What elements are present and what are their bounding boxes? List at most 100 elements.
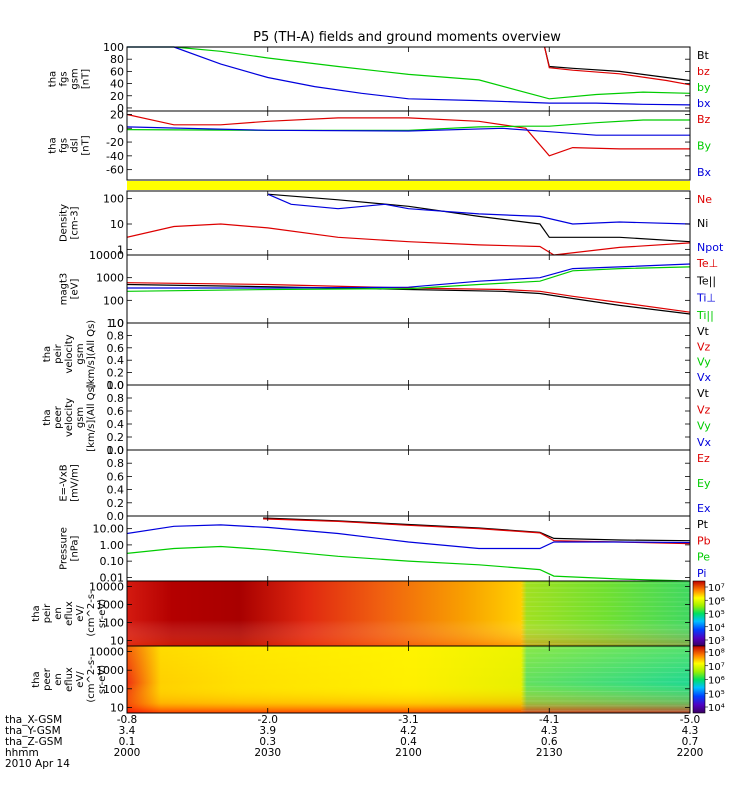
legend-vx: Vx [697, 436, 712, 449]
y-axis-label: eV/ [75, 605, 86, 622]
y-axis-label: (cm^2-s- [86, 656, 97, 703]
y-tick-label: 10000 [89, 580, 124, 593]
y-axis-label: fgs [59, 138, 70, 153]
y-tick-label: 1.00 [100, 539, 125, 552]
colorbar-tick-label: 10⁷ [708, 583, 725, 594]
y-tick-label: 0.6 [107, 342, 125, 355]
y-axis-label: peir [42, 603, 53, 623]
y-axis-label: gsm [75, 407, 86, 428]
legend-vt: Vt [697, 325, 710, 338]
y-axis-label: Pressure [59, 527, 70, 570]
ephemeris-value: 4.3 [682, 725, 699, 737]
y-tick-label: 10 [110, 635, 124, 648]
y-axis-label: [nPa] [70, 535, 81, 561]
y-axis-label: fgs [59, 71, 70, 86]
y-tick-label: 10000 [89, 249, 124, 262]
ephemeris-value: -3.1 [398, 714, 419, 726]
y-tick-label: 0.01 [100, 571, 125, 584]
legend-ne: Ne [697, 193, 712, 206]
legend-ti: Ti|| [696, 309, 714, 322]
legend-ex: Ex [697, 502, 711, 515]
y-tick-label: 1000 [96, 598, 124, 611]
colorbar [692, 580, 706, 647]
y-axis-label: dsl [70, 138, 81, 152]
ephemeris-value: 4.2 [400, 725, 417, 737]
y-tick-label: 0.2 [107, 497, 125, 510]
y-tick-label: 100 [103, 617, 124, 630]
ephemeris-value: 3.4 [119, 725, 136, 737]
y-axis-label: [mV/m] [70, 464, 81, 502]
spectrogram-shading [127, 646, 690, 713]
y-axis-label: peir [53, 343, 64, 363]
y-axis-label: sr-eV) [97, 665, 108, 694]
ephemeris-value: 0.7 [682, 736, 699, 748]
panel-temperature: 10000 1000 100 10 magt3 [eV] Te⊥ Te|| Ti⊥ Ti|| [59, 249, 719, 330]
ephemeris-value: 2000 [114, 747, 141, 759]
y-tick-label: 100 [103, 41, 124, 54]
y-tick-label: 60 [110, 65, 124, 78]
legend-vz: Vz [697, 403, 711, 416]
ephemeris-value: 2100 [395, 747, 422, 759]
panel-pressure: 10.00 1.00 0.10 0.01 Pressure [nPa] Pt Pb Pe Pi [59, 515, 711, 584]
y-axis-label: eflux [64, 601, 75, 626]
y-axis-label: [km/s](All Qs) [86, 383, 97, 451]
y-axis-label: tha [42, 346, 53, 362]
y-tick-label: 0.4 [107, 354, 125, 367]
y-tick-label: 0.0 [107, 444, 125, 457]
legend-ni: Ni [697, 217, 708, 230]
series-line-ne [126, 223, 691, 256]
legend-te: Te|| [696, 274, 716, 287]
y-tick-label: -40 [106, 150, 124, 163]
legend-bt: Bt [697, 49, 710, 62]
ephemeris-value: -5.0 [680, 714, 701, 726]
series-line-bz [126, 113, 690, 157]
legend-ti: Ti⊥ [696, 292, 716, 305]
y-tick-label: 0.4 [107, 418, 125, 431]
series-line-pe [126, 545, 691, 582]
y-tick-label: 0.6 [107, 470, 125, 483]
y-tick-label: 20 [110, 90, 124, 103]
y-axis-label: velocity [64, 398, 75, 437]
y-tick-label: 100 [103, 683, 124, 696]
y-axis-label: Density [59, 204, 70, 242]
y-tick-label: 1000 [96, 272, 124, 285]
panel-density: 100 10 1 Density [cm-3] Ne Ni Npot [59, 190, 724, 256]
date-label: 2010 Apr 14 [5, 758, 70, 770]
colorbar-tick-label: 10⁵ [708, 610, 725, 621]
legend-bz: Bz [697, 113, 711, 126]
series-line-ni [267, 193, 691, 243]
series-line-bt [544, 46, 691, 82]
spectrogram-shading [127, 581, 690, 646]
ephemeris-value: -0.8 [117, 714, 138, 726]
panel-frame [126, 384, 691, 451]
series-line-bx [127, 46, 691, 106]
y-tick-label: 1.0 [107, 444, 125, 457]
y-tick-label: 80 [110, 53, 124, 66]
y-axis-label: eflux [64, 667, 75, 692]
ephemeris-value: 0.6 [541, 736, 558, 748]
legend-vy: Vy [697, 420, 711, 433]
y-axis-label: magt3 [59, 273, 70, 306]
colorbar-tick-label: 10⁵ [708, 689, 725, 700]
legend-by: By [697, 140, 712, 153]
y-axis-label: [km/s](All Qs) [86, 320, 97, 388]
y-axis-label: en [53, 673, 64, 686]
series-line-by [127, 46, 691, 100]
y-tick-label: 1.0 [107, 317, 125, 330]
series-line-te [126, 283, 691, 315]
ephemeris-value: 3.9 [259, 725, 276, 737]
y-axis-label: peer [42, 667, 53, 691]
series-line-bz [544, 46, 691, 86]
y-tick-label: 1.0 [107, 379, 125, 392]
ephemeris-label: hhmm [5, 747, 39, 759]
colorbar-tick-label: 10⁶ [708, 596, 725, 607]
y-tick-label: 0.8 [107, 457, 125, 470]
ephemeris-label: tha_Y-GSM [5, 725, 61, 737]
y-axis-label: sr-eV) [97, 599, 108, 628]
legend-pb: Pb [697, 534, 711, 547]
legend-te: Te⊥ [696, 257, 718, 270]
y-tick-label: 0.0 [107, 510, 125, 523]
y-tick-label: 0.10 [100, 555, 125, 568]
y-axis-label: tha [31, 671, 42, 687]
